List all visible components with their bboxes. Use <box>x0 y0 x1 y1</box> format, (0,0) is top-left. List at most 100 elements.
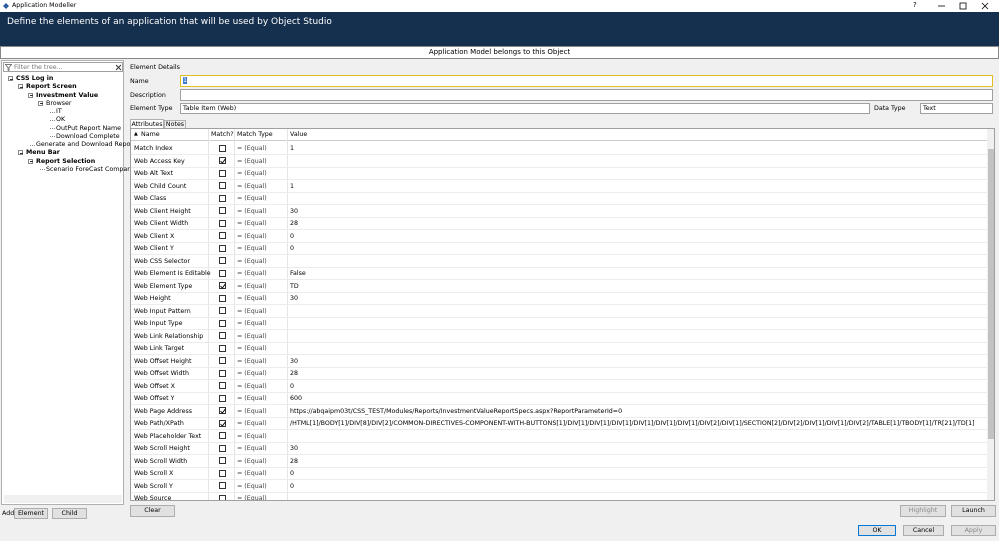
tree-node[interactable]: Report Screen <box>26 83 77 91</box>
match-checkbox[interactable] <box>219 394 226 402</box>
column-header[interactable]: Name <box>141 131 160 138</box>
table-scrollbar[interactable] <box>987 129 994 500</box>
match-type[interactable]: = (Equal) <box>237 382 267 390</box>
tree-node[interactable]: Scenario ForeCast Compariso <box>46 165 139 173</box>
match-type[interactable]: = (Equal) <box>237 432 267 440</box>
match-type[interactable]: = (Equal) <box>237 195 267 202</box>
column-header[interactable]: Value <box>290 131 308 138</box>
name-input[interactable]: 1 <box>180 75 993 87</box>
match-checkbox[interactable] <box>219 269 226 277</box>
expander[interactable] <box>28 92 33 98</box>
apply-button[interactable]: Apply <box>951 525 996 536</box>
tree-node[interactable]: Investment Value <box>36 91 99 99</box>
match-type[interactable]: = (Equal) <box>237 457 267 465</box>
match-checkbox[interactable] <box>219 207 226 214</box>
tree-node[interactable]: Download Complete <box>56 132 120 140</box>
match-type[interactable]: = (Equal) <box>237 445 267 452</box>
match-type[interactable]: = (Equal) <box>237 145 267 152</box>
attribute-value[interactable]: 30 <box>290 207 299 215</box>
help-button[interactable]: ? <box>913 1 917 9</box>
match-checkbox[interactable] <box>219 419 226 427</box>
tree-node[interactable]: CSS Log in <box>16 75 54 82</box>
match-type[interactable]: = (Equal) <box>237 295 267 302</box>
attribute-value[interactable]: 30 <box>290 295 299 302</box>
match-type[interactable]: = (Equal) <box>237 320 267 327</box>
match-checkbox[interactable] <box>219 407 226 414</box>
match-checkbox[interactable] <box>219 357 226 364</box>
match-checkbox[interactable] <box>219 257 226 264</box>
data-type-select[interactable]: Text <box>920 103 993 114</box>
match-type[interactable]: = (Equal) <box>237 245 267 252</box>
filter-box[interactable]: Filter the tree... <box>3 62 123 72</box>
tab[interactable]: Notes <box>164 120 186 129</box>
attribute-value[interactable]: 28 <box>290 457 299 465</box>
attribute-value[interactable]: 1 <box>290 182 295 190</box>
attribute-value[interactable]: 0 <box>290 232 295 240</box>
attribute-value[interactable]: 0 <box>290 470 295 477</box>
highlight-button[interactable]: Highlight <box>900 505 946 517</box>
ok-button[interactable]: OK <box>858 525 896 536</box>
tree-node[interactable]: IT <box>56 108 62 116</box>
match-type[interactable]: = (Equal) <box>237 470 267 477</box>
attribute-value[interactable]: 28 <box>290 370 299 377</box>
match-type[interactable]: = (Equal) <box>237 220 267 227</box>
attribute-value[interactable]: 1 <box>290 145 295 152</box>
window-controls[interactable] <box>934 0 996 12</box>
element-type-select[interactable]: Table Item (Web) <box>180 103 870 114</box>
match-type[interactable]: = (Equal) <box>237 232 267 240</box>
launch-button[interactable]: Launch <box>951 505 996 517</box>
expander[interactable] <box>28 158 33 164</box>
match-checkbox[interactable] <box>219 282 226 289</box>
match-checkbox[interactable] <box>219 232 226 239</box>
tree-node[interactable]: Browser <box>46 99 72 107</box>
match-type[interactable]: = (Equal) <box>237 495 267 501</box>
expander[interactable] <box>38 100 43 106</box>
clear-button[interactable]: Clear <box>130 505 175 517</box>
match-checkbox[interactable] <box>219 494 226 500</box>
match-type[interactable]: = (Equal) <box>237 157 267 165</box>
attribute-value[interactable]: False <box>290 270 306 277</box>
match-checkbox[interactable] <box>219 344 226 352</box>
match-type[interactable]: = (Equal) <box>237 282 267 290</box>
attribute-value[interactable]: 0 <box>290 482 295 490</box>
match-checkbox[interactable] <box>219 294 226 302</box>
expander[interactable] <box>18 150 23 156</box>
add-child-button[interactable]: Child <box>52 508 87 519</box>
attribute-value[interactable]: 600 <box>290 395 303 402</box>
match-type[interactable]: = (Equal) <box>237 370 267 377</box>
match-type[interactable]: = (Equal) <box>237 395 267 402</box>
attribute-value[interactable]: 0 <box>290 245 295 252</box>
match-type[interactable]: = (Equal) <box>237 270 267 277</box>
column-header[interactable]: Match? <box>211 131 234 138</box>
attribute-value[interactable]: 30 <box>290 445 299 452</box>
match-checkbox[interactable] <box>219 457 226 464</box>
match-type[interactable]: = (Equal) <box>237 332 267 340</box>
attribute-value[interactable]: https://abqaipm03t/CSS_TEST/Modules/Repo… <box>290 407 623 415</box>
tree-node[interactable]: OutPut Report Name <box>56 124 122 132</box>
tree-scrollbar[interactable] <box>4 495 122 503</box>
clear-filter[interactable] <box>115 64 122 71</box>
match-checkbox[interactable] <box>219 369 226 377</box>
match-type[interactable]: = (Equal) <box>237 407 267 415</box>
match-checkbox[interactable] <box>219 219 226 227</box>
match-checkbox[interactable] <box>219 307 226 314</box>
match-checkbox[interactable] <box>219 482 226 489</box>
match-checkbox[interactable] <box>219 319 226 327</box>
tree-node[interactable]: Generate and Download Report <box>36 141 136 149</box>
attribute-value[interactable]: TD <box>290 282 299 290</box>
add-element-button[interactable]: Element <box>14 508 48 519</box>
match-type[interactable]: = (Equal) <box>237 482 267 490</box>
column-header[interactable]: Match Type <box>237 131 273 138</box>
scroll-thumb[interactable] <box>988 149 994 439</box>
match-checkbox[interactable] <box>219 144 226 152</box>
expander[interactable] <box>18 84 23 90</box>
attribute-value[interactable]: 28 <box>290 220 299 227</box>
expander[interactable] <box>8 76 13 81</box>
match-type[interactable]: = (Equal) <box>237 345 267 352</box>
tree-node[interactable]: OK <box>56 116 66 124</box>
match-type[interactable]: = (Equal) <box>237 420 267 427</box>
match-type[interactable]: = (Equal) <box>237 170 267 177</box>
match-checkbox[interactable] <box>219 182 226 189</box>
tree-node[interactable]: Report Selection <box>36 157 96 165</box>
tab[interactable]: Attributes <box>130 119 164 129</box>
